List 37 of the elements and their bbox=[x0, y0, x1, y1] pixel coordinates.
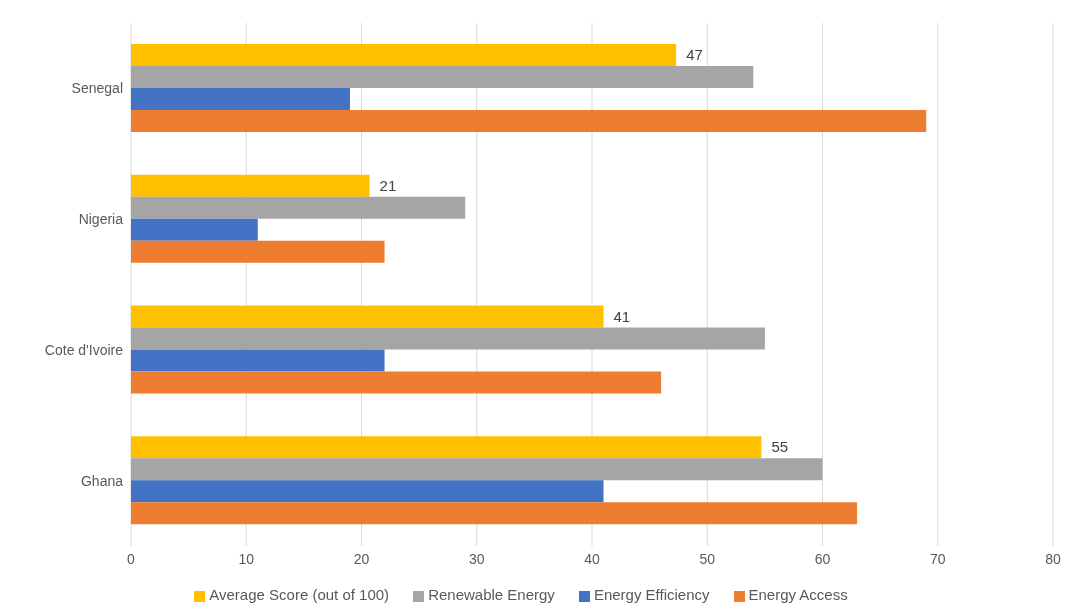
y-tick-label: Cote d'Ivoire bbox=[44, 341, 124, 358]
bar bbox=[131, 327, 765, 350]
data-label: 47 bbox=[686, 46, 703, 64]
y-tick-label: Nigeria bbox=[78, 211, 124, 228]
y-tick-label: Senegal bbox=[71, 80, 123, 97]
x-tick-label: 60 bbox=[814, 550, 831, 567]
bar bbox=[131, 43, 677, 66]
x-tick-label: 80 bbox=[1045, 550, 1061, 567]
legend-label: Average Score (out of 100) bbox=[209, 586, 390, 603]
legend-label: Energy Access bbox=[748, 586, 848, 603]
bar bbox=[131, 502, 858, 525]
bar bbox=[131, 458, 823, 481]
x-tick-label: 40 bbox=[584, 550, 600, 567]
data-label: 41 bbox=[613, 307, 631, 325]
x-tick-label: 30 bbox=[468, 550, 485, 567]
bar bbox=[131, 371, 662, 394]
bar bbox=[131, 240, 385, 263]
bar bbox=[131, 109, 927, 132]
x-tick-label: 20 bbox=[353, 550, 370, 567]
x-tick-label: 10 bbox=[238, 550, 255, 567]
x-tick-label: 50 bbox=[699, 550, 716, 567]
x-tick-label: 0 bbox=[127, 550, 136, 567]
y-tick-label: Ghana bbox=[80, 472, 124, 489]
bar bbox=[131, 349, 385, 372]
bar bbox=[131, 65, 754, 88]
bar bbox=[131, 174, 370, 197]
data-label: 21 bbox=[379, 176, 397, 194]
bar bbox=[131, 196, 466, 219]
bar bbox=[131, 218, 258, 241]
legend-label: Renewable Energy bbox=[428, 586, 555, 603]
x-tick-label: 70 bbox=[929, 550, 946, 567]
bar bbox=[131, 87, 350, 110]
data-label: 55 bbox=[771, 438, 789, 456]
bar bbox=[131, 480, 604, 503]
bar bbox=[131, 305, 604, 328]
legend-label: Energy Efficiency bbox=[593, 586, 710, 603]
bar bbox=[131, 436, 762, 459]
